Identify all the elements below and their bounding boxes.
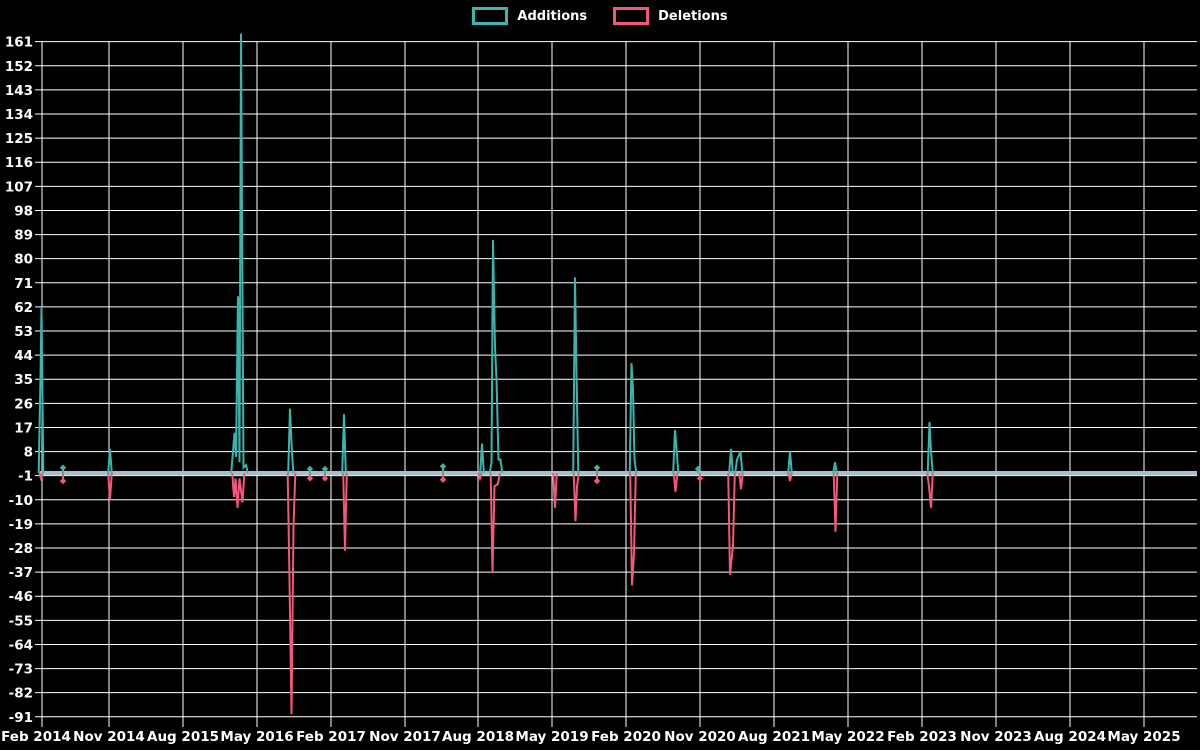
y-tick-label: -73 bbox=[9, 662, 33, 678]
additions-legend-label: Additions bbox=[517, 8, 588, 24]
y-tick-label: -28 bbox=[9, 541, 33, 557]
deletions-line-segment bbox=[832, 472, 839, 532]
deletions-swatch bbox=[613, 7, 650, 25]
deletions-line-segment bbox=[727, 472, 736, 575]
y-tick-label: 8 bbox=[24, 445, 33, 461]
y-tick-label: 116 bbox=[5, 155, 33, 171]
x-tick-label: Aug 2015 bbox=[147, 729, 219, 745]
deletions-line-segment bbox=[738, 472, 744, 490]
chart-legend: Additions Deletions bbox=[0, 7, 1200, 25]
additions-line-segment bbox=[230, 33, 249, 474]
deletions-line-segment bbox=[926, 472, 934, 508]
y-tick-label: 107 bbox=[5, 179, 33, 195]
y-tick-label: 35 bbox=[14, 372, 33, 388]
x-tick-label: Nov 2020 bbox=[664, 729, 736, 745]
deletions-line-segment bbox=[672, 472, 679, 492]
y-tick-label: 17 bbox=[14, 420, 33, 436]
y-tick-label: -37 bbox=[9, 565, 33, 581]
y-tick-label: -91 bbox=[9, 710, 33, 726]
y-tick-label: 62 bbox=[14, 300, 33, 316]
additions-line-segment bbox=[287, 408, 295, 474]
x-tick-label: May 2022 bbox=[811, 729, 884, 745]
x-tick-label: May 2019 bbox=[515, 729, 588, 745]
x-tick-label: Feb 2017 bbox=[296, 729, 366, 745]
additions-line-segment bbox=[488, 239, 504, 474]
y-tick-label: 44 bbox=[14, 348, 33, 364]
additions-line-segment bbox=[341, 414, 347, 474]
deletions-line-segment bbox=[629, 472, 637, 586]
y-tick-label: -82 bbox=[9, 686, 33, 702]
x-tick-label: Nov 2023 bbox=[960, 729, 1032, 745]
x-tick-label: May 2016 bbox=[220, 729, 293, 745]
y-tick-label: -64 bbox=[9, 637, 33, 653]
deletions-line-segment bbox=[552, 472, 558, 508]
x-tick-label: Aug 2021 bbox=[738, 729, 810, 745]
additions-line-segment bbox=[479, 443, 485, 474]
legend-item-deletions: Deletions bbox=[613, 7, 728, 25]
deletions-line-segment bbox=[342, 472, 348, 551]
y-tick-label: -10 bbox=[9, 493, 33, 509]
y-tick-label: 161 bbox=[5, 35, 33, 51]
y-tick-label: 71 bbox=[14, 276, 33, 292]
x-tick-label: Feb 2020 bbox=[591, 729, 661, 745]
x-tick-label: Aug 2024 bbox=[1034, 729, 1106, 745]
y-tick-label: 152 bbox=[5, 59, 33, 75]
y-tick-label: -1 bbox=[18, 469, 33, 485]
y-tick-label: 26 bbox=[14, 396, 33, 412]
x-tick-label: Aug 2018 bbox=[442, 729, 514, 745]
deletions-line-segment bbox=[38, 472, 44, 482]
y-tick-label: 98 bbox=[14, 203, 33, 219]
x-tick-label: Feb 2023 bbox=[887, 729, 957, 745]
additions-line-segment bbox=[628, 363, 638, 474]
x-tick-label: Nov 2014 bbox=[73, 729, 145, 745]
x-tick-label: Feb 2014 bbox=[1, 729, 71, 745]
y-tick-label: 89 bbox=[14, 228, 33, 244]
y-tick-label: -55 bbox=[9, 613, 33, 629]
y-tick-label: -19 bbox=[9, 517, 33, 533]
deletions-line-segment bbox=[107, 472, 113, 500]
deletions-line-segment bbox=[572, 472, 580, 522]
x-tick-label: May 2025 bbox=[1107, 729, 1180, 745]
additions-swatch bbox=[472, 7, 509, 25]
y-tick-label: 80 bbox=[14, 252, 33, 268]
deletions-line-segment bbox=[286, 472, 297, 715]
y-tick-label: 125 bbox=[5, 131, 33, 147]
additions-line-segment bbox=[107, 448, 113, 474]
y-tick-label: 134 bbox=[5, 107, 33, 123]
deletions-legend-label: Deletions bbox=[658, 8, 728, 24]
additions-line-segment bbox=[926, 422, 934, 474]
y-tick-label: -46 bbox=[9, 589, 33, 605]
additions-line-segment bbox=[572, 277, 580, 474]
deletions-line-segment bbox=[231, 472, 246, 508]
y-tick-label: 53 bbox=[14, 324, 33, 340]
additions-line-segment bbox=[832, 462, 838, 474]
additions-line-segment bbox=[734, 451, 744, 474]
x-tick-label: Nov 2017 bbox=[369, 729, 441, 745]
additions-line-segment bbox=[787, 451, 793, 474]
deletions-line-segment bbox=[477, 472, 483, 482]
y-tick-label: 143 bbox=[5, 83, 33, 99]
legend-item-additions: Additions bbox=[472, 7, 587, 25]
additions-line-segment bbox=[672, 430, 680, 474]
additions-line-segment bbox=[37, 306, 45, 474]
additions-line-segment bbox=[728, 448, 734, 474]
deletions-line-segment bbox=[489, 472, 501, 573]
deletions-line-segment bbox=[787, 472, 793, 482]
